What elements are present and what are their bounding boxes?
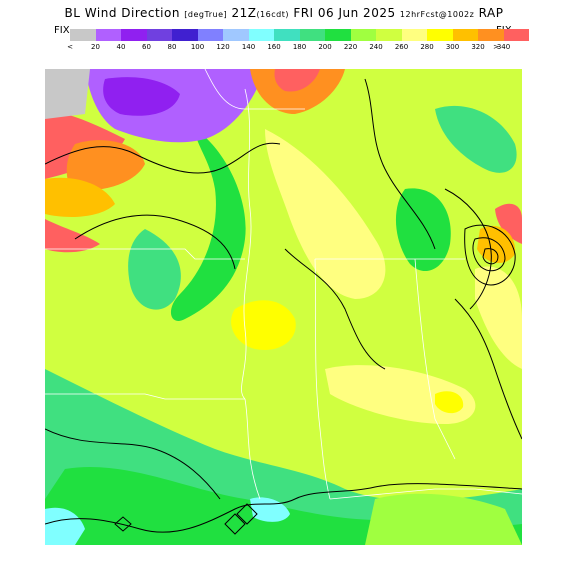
field-nw-salmon-2	[45, 219, 100, 253]
colorbar-tick-label: 40	[116, 43, 126, 51]
colorbar-tick-label: 300	[445, 43, 460, 51]
product-name: BL Wind Direction	[64, 6, 180, 20]
colorbar-swatch	[197, 29, 223, 41]
colorbar-swatch	[172, 29, 198, 41]
field-east-pale	[475, 266, 522, 369]
greater-symbol: >	[493, 43, 499, 51]
field-east-green	[395, 188, 451, 272]
local-time: (16cdt)	[256, 10, 289, 19]
colorbar-tick-label: 20	[91, 43, 100, 51]
colorbar-swatch	[248, 29, 274, 41]
forecast-date: FRI 06 Jun 2025	[293, 6, 396, 20]
field-north-orange	[250, 69, 345, 114]
colorbar	[70, 29, 529, 41]
colorbar-swatch	[350, 29, 376, 41]
field-north-violet	[103, 77, 180, 116]
colorbar-tick-label: 140	[241, 43, 256, 51]
field-southeast-lime	[365, 493, 522, 545]
colorbar-swatch	[95, 29, 121, 41]
colorbar-swatch	[223, 29, 249, 41]
field-nw-orange	[66, 140, 145, 191]
field-north-salmon	[274, 69, 320, 92]
coastal-marks	[114, 503, 258, 535]
colorbar-swatch	[503, 29, 529, 41]
colorbar-tick-label: 80	[167, 43, 177, 51]
wind-direction-map	[45, 69, 522, 545]
colorbar-swatch	[427, 29, 453, 41]
colorbar-tick-label: 120	[216, 43, 230, 51]
units: [degTrue]	[184, 10, 228, 19]
field-nw-light-orange	[45, 177, 115, 217]
colorbar-swatch	[325, 29, 351, 41]
field-calm-gray	[45, 69, 90, 119]
state-boundaries	[45, 69, 522, 500]
field-pale-band	[265, 129, 386, 299]
colorbar-tick-label: 240	[369, 43, 383, 51]
colorbar-swatch	[70, 29, 96, 41]
run-info: 12hrFcst@1002z	[399, 10, 475, 19]
field-south-pale	[325, 365, 476, 424]
pressure-contours	[45, 78, 522, 500]
less-symbol: <	[67, 43, 73, 51]
colorbar-swatch	[121, 29, 147, 41]
field-northeast-green	[435, 105, 517, 173]
valid-time: 21Z	[231, 6, 257, 20]
field-central-yellow	[231, 300, 296, 350]
fix-label-left: FIX	[54, 25, 70, 36]
coastline	[45, 483, 522, 533]
colorbar-tick-label: 180	[292, 43, 307, 51]
colorbar-swatch	[452, 29, 478, 41]
colorbar-tick-label: 280	[420, 43, 434, 51]
model-name: RAP	[478, 6, 504, 20]
map-title: BL Wind Direction [degTrue] 21Z(16cdt) F…	[0, 6, 568, 20]
colorbar-swatch	[401, 29, 427, 41]
colorbar-tick-label: 320	[471, 43, 485, 51]
colorbar-tick-label: 340	[496, 43, 511, 51]
colorbar-swatch	[146, 29, 172, 41]
field-se-yellow	[435, 391, 464, 414]
colorbar-ticks: < > 20 40 60 80 100 120 140 160 180 200 220 240 260 2…	[66, 43, 510, 53]
field-cyan-coast	[45, 507, 85, 545]
colorbar-tick-label: 260	[394, 43, 409, 51]
field-ne-salmon	[495, 203, 522, 244]
colorbar-tick-label: 220	[343, 43, 358, 51]
colorbar-tick-label: 100	[190, 43, 205, 51]
colorbar-swatch	[478, 29, 504, 41]
field-central-green	[170, 129, 246, 321]
colorbar-tick-label: 160	[267, 43, 281, 51]
colorbar-swatch	[274, 29, 300, 41]
colorbar-swatch	[299, 29, 325, 41]
colorbar-tick-label: 200	[318, 43, 332, 51]
colorbar-tick-label: 60	[142, 43, 151, 51]
colorbar-swatch	[376, 29, 402, 41]
